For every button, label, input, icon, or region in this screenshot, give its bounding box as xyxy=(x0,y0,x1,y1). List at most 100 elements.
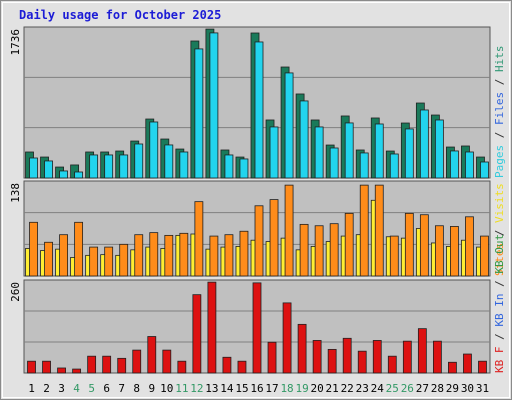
bar xyxy=(434,119,444,179)
bar xyxy=(57,367,66,374)
legend-entry: KB In xyxy=(493,294,506,327)
bar xyxy=(239,230,249,277)
x-tick-label: 16 xyxy=(250,382,263,395)
x-tick-label: 14 xyxy=(220,382,234,395)
bar xyxy=(119,243,129,277)
bar xyxy=(463,353,472,374)
bar xyxy=(194,48,204,179)
bar xyxy=(162,349,172,374)
bar xyxy=(149,121,159,179)
legend-entry: / xyxy=(493,274,506,294)
bar xyxy=(314,126,324,179)
bar xyxy=(207,281,217,374)
bar xyxy=(42,360,51,374)
bar xyxy=(404,128,414,179)
bar xyxy=(312,340,322,374)
bar xyxy=(327,348,337,374)
bar xyxy=(465,151,474,179)
bar xyxy=(252,282,262,374)
bar xyxy=(29,221,38,277)
bar xyxy=(44,160,53,179)
bar xyxy=(284,184,294,277)
legend-entry: / xyxy=(493,125,506,145)
legend-entry: Files xyxy=(493,92,506,125)
bar xyxy=(164,144,174,179)
bar xyxy=(209,32,219,179)
bar xyxy=(147,336,157,374)
legend-entry: KB F xyxy=(493,347,506,374)
bar xyxy=(299,100,309,179)
legend-entry: Pages xyxy=(493,145,506,178)
bar xyxy=(329,223,339,277)
bar xyxy=(314,225,324,277)
bar xyxy=(104,246,114,277)
bar xyxy=(299,223,309,277)
x-tick-label: 29 xyxy=(446,382,459,395)
bar xyxy=(478,360,487,374)
legend: Sites / Visits xyxy=(493,183,506,276)
x-tick-label: 26 xyxy=(401,382,414,395)
x-tick-label: 17 xyxy=(265,382,278,395)
bar xyxy=(74,221,84,277)
bar xyxy=(134,234,144,277)
bar xyxy=(177,360,187,374)
bar xyxy=(342,337,352,374)
bar xyxy=(132,349,142,374)
x-tick-label: 19 xyxy=(295,382,308,395)
bar xyxy=(102,355,112,374)
bar xyxy=(89,154,99,179)
x-tick-label: 1 xyxy=(28,382,35,395)
bar xyxy=(359,152,369,179)
bar xyxy=(329,147,339,179)
bar xyxy=(465,216,474,277)
bar xyxy=(419,109,429,179)
y-tick-label: 1736 xyxy=(9,29,22,56)
bar xyxy=(417,328,427,374)
bar xyxy=(344,212,354,277)
bar xyxy=(448,361,457,374)
bar xyxy=(254,41,264,179)
x-tick-label: 9 xyxy=(148,382,155,395)
bar xyxy=(269,126,279,179)
legend-entry: / xyxy=(493,327,506,347)
bar xyxy=(87,355,97,374)
bar xyxy=(269,199,279,277)
bar xyxy=(282,302,292,374)
x-tick-label: 28 xyxy=(431,382,444,395)
bar xyxy=(74,171,84,179)
bar xyxy=(357,350,367,374)
bar xyxy=(254,205,264,277)
bar xyxy=(344,122,354,179)
x-tick-label: 2 xyxy=(43,382,50,395)
legend: KB F / KB In / KB Out xyxy=(493,234,506,373)
x-tick-label: 15 xyxy=(235,382,248,395)
bar xyxy=(104,154,114,179)
x-tick-label: 7 xyxy=(118,382,125,395)
bar xyxy=(387,355,397,374)
bar xyxy=(389,153,399,179)
bar xyxy=(402,340,412,374)
bar xyxy=(117,357,127,374)
x-tick-label: 20 xyxy=(311,382,324,395)
bar xyxy=(389,235,399,277)
x-tick-label: 18 xyxy=(280,382,293,395)
legend-entry: Sites xyxy=(493,243,506,276)
bar xyxy=(59,234,68,277)
bar xyxy=(419,214,429,277)
bar xyxy=(44,241,53,277)
x-tick-label: 5 xyxy=(88,382,95,395)
bar xyxy=(59,170,68,179)
x-tick-label: 30 xyxy=(461,382,474,395)
legend-entry: Hits xyxy=(493,46,506,73)
x-tick-label: 27 xyxy=(416,382,429,395)
bar xyxy=(72,368,82,374)
bar xyxy=(149,232,159,277)
x-tick-label: 23 xyxy=(356,382,369,395)
x-tick-label: 21 xyxy=(326,382,339,395)
bar xyxy=(89,246,99,277)
bar xyxy=(209,235,219,277)
legend-entry: KB Out xyxy=(493,234,506,274)
bar xyxy=(119,154,129,179)
bar xyxy=(374,184,384,277)
legend: Pages / Files / Hits xyxy=(493,46,506,179)
